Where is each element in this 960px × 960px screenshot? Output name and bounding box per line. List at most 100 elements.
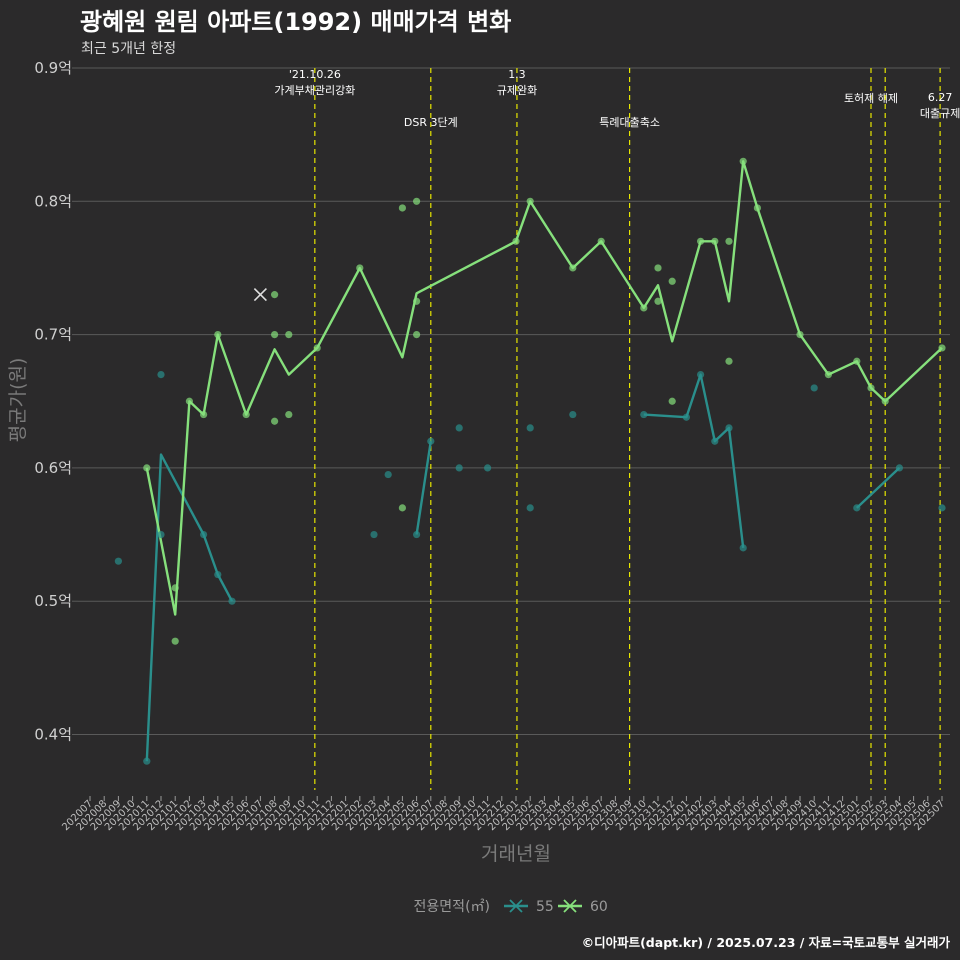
data-point-60 <box>413 197 421 205</box>
data-point-55 <box>427 437 435 445</box>
legend-cross-60 <box>563 899 577 913</box>
data-point-60 <box>654 264 662 272</box>
data-point-55 <box>853 504 861 512</box>
data-point-60 <box>356 264 364 272</box>
series-line-55 <box>415 441 432 535</box>
legend-items: 55 60 <box>504 899 608 915</box>
data-point-60 <box>668 397 676 405</box>
legend-label-55: 55 <box>536 899 554 915</box>
data-point-60 <box>398 504 406 512</box>
data-point-60 <box>171 584 179 592</box>
event-label: 토허제 해제 <box>844 91 898 105</box>
data-point-55 <box>938 504 946 512</box>
data-point-60 <box>853 357 861 365</box>
data-point-55 <box>157 370 165 379</box>
data-point-55 <box>526 424 534 432</box>
data-point-60 <box>753 204 762 212</box>
chart-subtitle: 최근 5개년 한정 <box>81 41 176 57</box>
data-point-60 <box>214 331 222 339</box>
data-point-55 <box>739 544 747 552</box>
data-point-55 <box>384 470 392 479</box>
data-point-55 <box>214 570 222 579</box>
data-point-55 <box>810 384 818 392</box>
data-point-60 <box>398 204 406 212</box>
data-point-60 <box>739 157 747 165</box>
data-point-55 <box>725 424 733 432</box>
event-label: '21.10.26 <box>289 68 341 81</box>
y-tick-label: 0.8억 <box>34 192 72 210</box>
data-point-60 <box>725 237 733 245</box>
data-point-60 <box>824 370 833 379</box>
legend-label-60: 60 <box>590 899 608 915</box>
y-tick-label: 0.5억 <box>34 592 72 610</box>
legend-title: 전용면적(㎡) <box>414 899 490 915</box>
data-point-60 <box>143 464 151 472</box>
data-point-55 <box>455 464 463 472</box>
x-axis: 2020072020082020092020102020112020122021… <box>60 796 947 833</box>
data-point-60 <box>697 237 705 245</box>
series-line-55 <box>855 467 901 509</box>
data-point-60 <box>711 237 719 245</box>
y-tick-label: 0.9억 <box>34 59 72 77</box>
data-point-60 <box>526 197 534 205</box>
event-label: 규제완화 <box>497 84 537 97</box>
data-point-60 <box>185 397 193 405</box>
data-point-55 <box>682 413 691 421</box>
series-line-55 <box>643 373 745 549</box>
data-point-60 <box>171 637 179 645</box>
series-line-60 <box>145 160 943 616</box>
data-point-55 <box>484 464 492 472</box>
data-point-55 <box>200 530 208 539</box>
data-point-55 <box>370 530 378 539</box>
data-point-60 <box>867 384 875 392</box>
data-point-55 <box>157 530 165 539</box>
event-label: 가계부채관리강화 <box>274 84 355 97</box>
data-point-55 <box>114 557 122 565</box>
data-point-60 <box>413 297 421 305</box>
data-point-60 <box>569 264 577 272</box>
data-point-60 <box>881 397 889 405</box>
y-tick-label: 0.7억 <box>34 326 72 344</box>
y-tick-label: 0.6억 <box>34 459 72 477</box>
data-point-60 <box>271 331 279 339</box>
grid-lines <box>78 67 950 735</box>
source-caption: ©디아파트(dapt.kr) / 2025.07.23 / 자료=국토교통부 실… <box>582 935 951 950</box>
data-point-55 <box>640 410 648 419</box>
data-point-55 <box>228 597 236 605</box>
data-point-55 <box>711 437 719 445</box>
event-label: DSR 3단계 <box>404 116 458 129</box>
cross-mark <box>253 288 267 302</box>
data-point-60 <box>654 297 662 305</box>
event-label: 1.3 <box>508 68 526 81</box>
data-point-60 <box>242 410 250 419</box>
y-axis-title: 평균가(원) <box>7 358 29 443</box>
data-point-60 <box>512 237 520 245</box>
event-label: 6.27 <box>928 91 953 104</box>
data-point-55 <box>455 424 463 432</box>
y-axis: 0.4억 0.5억 0.6억 0.7억 0.8억 0.9억 <box>34 59 78 744</box>
data-point-60 <box>285 410 293 419</box>
data-point-60 <box>313 344 321 352</box>
legend-cross-55 <box>509 899 523 913</box>
legend: 전용면적(㎡) 55 60 <box>414 899 608 915</box>
data-point-60 <box>796 331 804 339</box>
x-axis-title: 거래년월 <box>481 843 551 865</box>
data-point-60 <box>597 237 605 245</box>
data-point-55 <box>526 504 534 512</box>
data-point-55 <box>895 464 904 472</box>
series-lines <box>145 160 943 762</box>
data-point-60 <box>938 344 946 352</box>
data-point-55 <box>697 370 705 379</box>
data-point-60 <box>200 410 208 419</box>
data-point-55 <box>413 530 421 539</box>
data-point-55 <box>143 757 151 765</box>
series-line-55 <box>145 453 234 762</box>
event-label: 특례대출축소 <box>599 116 660 129</box>
y-tick-label: 0.4억 <box>34 726 72 744</box>
data-point-60 <box>271 417 279 425</box>
event-label: 대출규제 <box>920 107 960 120</box>
data-point-60 <box>640 304 648 312</box>
data-point-60 <box>668 277 676 285</box>
